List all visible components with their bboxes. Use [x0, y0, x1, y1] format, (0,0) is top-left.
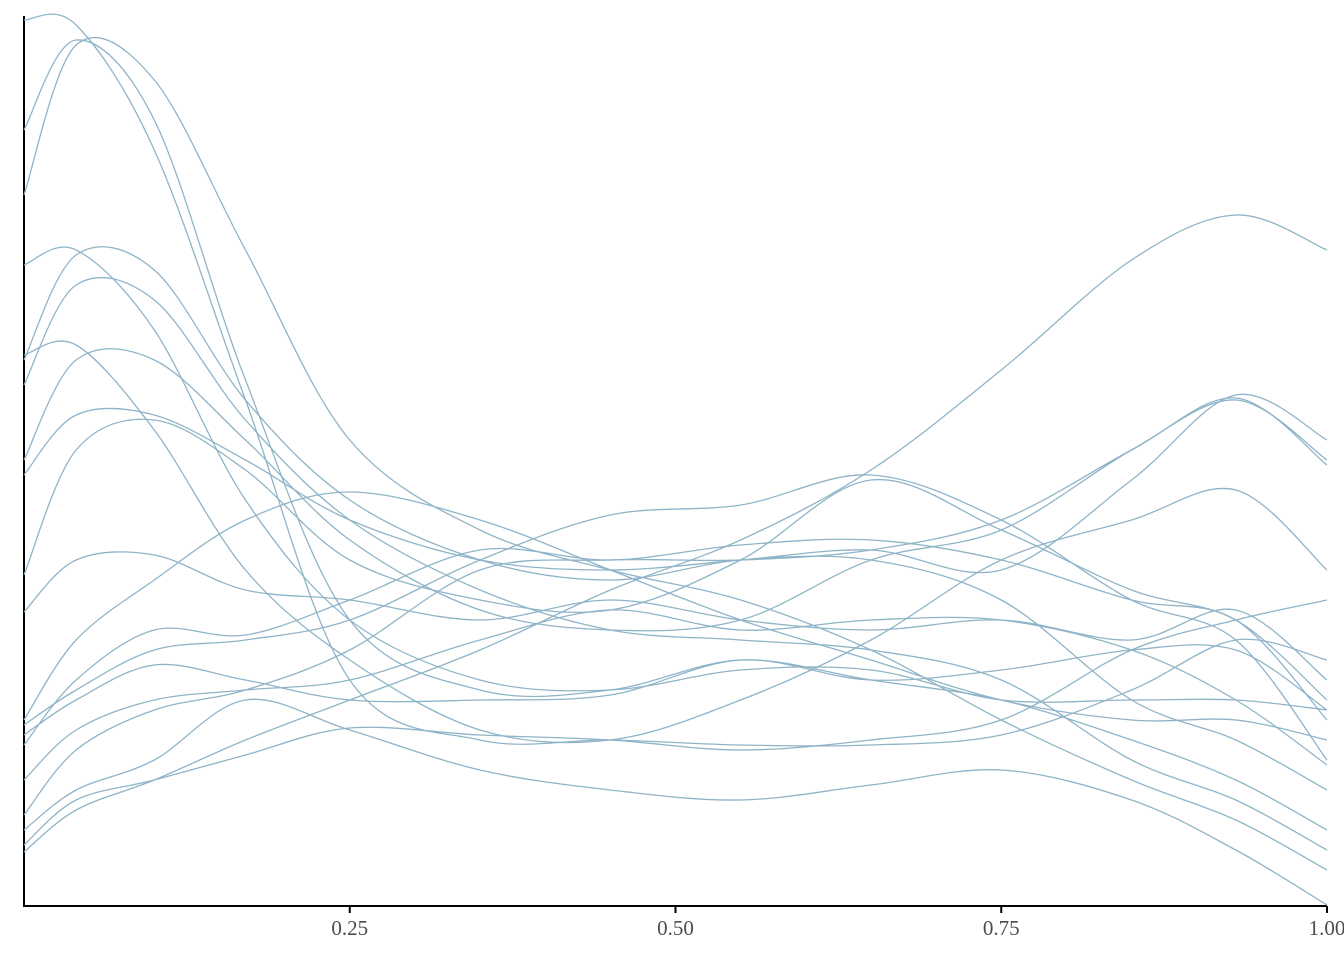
density-line [23, 397, 1328, 816]
x-tick-label: 1.00 [1309, 916, 1344, 940]
density-line [23, 340, 1328, 744]
density-line [23, 214, 1328, 853]
density-line [23, 599, 1328, 846]
density-line [23, 246, 1328, 791]
density-line [23, 246, 1328, 711]
density-line [23, 491, 1328, 741]
density-line [23, 418, 1328, 701]
density-line [23, 36, 1328, 871]
density-line [23, 348, 1328, 632]
density-line [23, 393, 1328, 574]
x-tick-label: 0.25 [331, 916, 368, 940]
density-line [23, 551, 1328, 681]
x-tick-label: 0.75 [983, 916, 1020, 940]
density-line [23, 13, 1328, 747]
x-tick-label: 0.50 [657, 916, 694, 940]
density-line [23, 474, 1328, 761]
density-line [23, 39, 1328, 831]
density-line [23, 538, 1328, 746]
density-line [23, 698, 1328, 906]
